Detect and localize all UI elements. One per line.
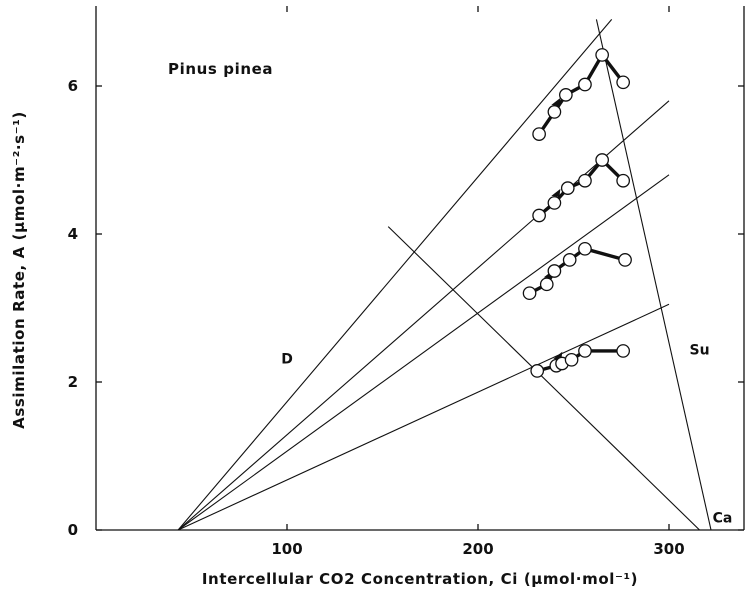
data-point (539, 277, 554, 292)
line-d-3 (177, 174, 670, 530)
data-point (618, 253, 632, 267)
annotations: D Su Ca (281, 343, 732, 527)
series-arrowhead (551, 188, 561, 197)
series-arrowhead (551, 97, 561, 106)
data-point (595, 153, 610, 167)
species-label: Pinus pinea (168, 60, 273, 78)
data-point (532, 127, 546, 141)
data-point (530, 364, 545, 378)
data-point (578, 77, 592, 92)
annotation-su: Su (690, 343, 710, 359)
plot-frame (95, 6, 745, 531)
line-d-4 (177, 303, 670, 530)
data-point (616, 344, 631, 358)
x-tick-label: 200 (462, 540, 493, 558)
series-set-1 (532, 48, 631, 141)
data-point (522, 286, 537, 301)
data-point (560, 181, 575, 195)
data-point (547, 196, 562, 210)
x-tick-label: 300 (653, 540, 684, 558)
annotation-d: D (281, 352, 293, 368)
data-point (562, 253, 577, 267)
x-axis-title: Intercellular CO2 Concentration, Ci (μmo… (202, 570, 638, 588)
y-tick-label: 6 (68, 77, 78, 95)
data-point (559, 88, 573, 102)
series-segment (583, 247, 627, 262)
x-tick-label: 100 (271, 540, 302, 558)
data-point (532, 208, 546, 223)
axis-ticks: 100 200 300 0 2 4 6 (68, 6, 744, 558)
line-d-2 (177, 100, 670, 530)
data-point (578, 173, 592, 188)
y-tick-label: 2 (68, 373, 78, 391)
y-axis-title: Assimilation Rate, A (μmol·m⁻²·s⁻¹) (10, 111, 28, 429)
line-d-1 (177, 19, 613, 530)
data-point (578, 241, 592, 256)
data-point (595, 48, 610, 62)
series-set-4 (530, 344, 631, 378)
data-point (564, 352, 579, 367)
reference-lines (177, 19, 712, 530)
annotation-ca: Ca (713, 511, 733, 527)
series-set-2 (532, 153, 631, 223)
data-series (522, 48, 632, 378)
data-point (616, 75, 631, 90)
data-point (616, 173, 631, 188)
data-point (547, 264, 562, 278)
y-tick-label: 0 (68, 521, 78, 539)
y-tick-label: 4 (68, 225, 78, 243)
series-set-3 (522, 241, 632, 301)
data-point (547, 105, 562, 119)
data-point (578, 344, 592, 358)
line-ca (387, 226, 700, 530)
line-su (595, 19, 712, 530)
